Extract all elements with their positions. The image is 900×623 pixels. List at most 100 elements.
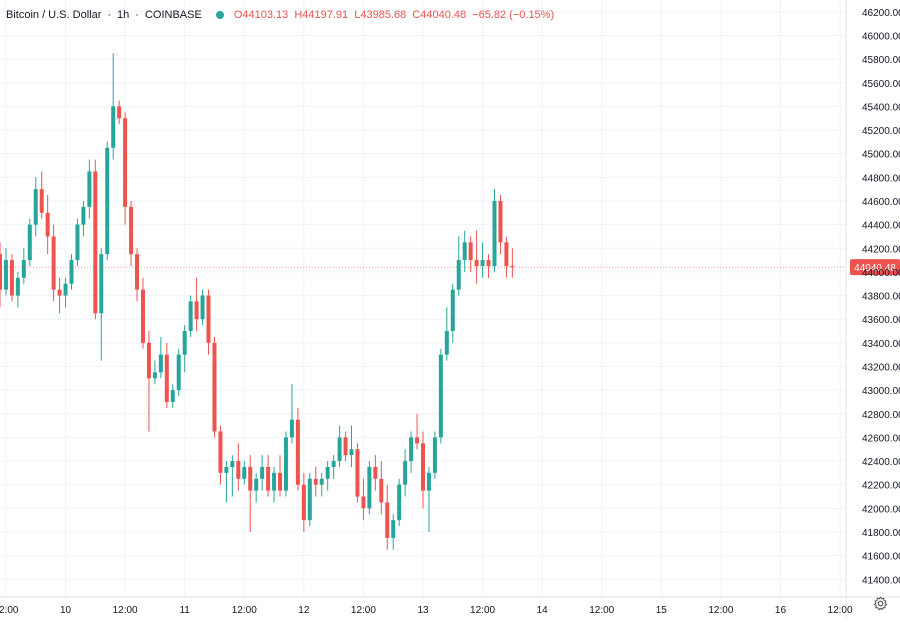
candle-down[interactable] bbox=[218, 425, 223, 485]
candle-down[interactable] bbox=[39, 171, 44, 219]
candle-down[interactable] bbox=[468, 236, 473, 272]
candle-up[interactable] bbox=[283, 431, 288, 497]
candle-body bbox=[9, 260, 14, 296]
candle-down[interactable] bbox=[355, 443, 360, 503]
candle-up[interactable] bbox=[492, 189, 497, 272]
candle-body bbox=[182, 331, 187, 355]
candle-down[interactable] bbox=[206, 289, 211, 355]
candle-up[interactable] bbox=[3, 248, 8, 296]
candle-up[interactable] bbox=[272, 466, 277, 503]
candle-up[interactable] bbox=[99, 248, 104, 361]
candle-down[interactable] bbox=[486, 254, 491, 278]
candle-up[interactable] bbox=[456, 236, 461, 296]
candle-up[interactable] bbox=[438, 348, 443, 444]
candle-up[interactable] bbox=[319, 472, 324, 497]
candle-down[interactable] bbox=[361, 478, 366, 521]
candle-up[interactable] bbox=[367, 461, 372, 515]
candle-up[interactable] bbox=[325, 461, 330, 491]
candle-up[interactable] bbox=[200, 289, 205, 326]
candle-body bbox=[81, 206, 86, 225]
candle-up[interactable] bbox=[21, 248, 26, 284]
candle-down[interactable] bbox=[421, 431, 425, 509]
candle-down[interactable] bbox=[57, 277, 62, 314]
candle-up[interactable] bbox=[289, 384, 294, 444]
candle-down[interactable] bbox=[474, 230, 479, 284]
candle-up[interactable] bbox=[75, 218, 80, 266]
candle-up[interactable] bbox=[409, 431, 414, 473]
candle-up[interactable] bbox=[188, 295, 193, 337]
candle-body bbox=[438, 354, 443, 438]
candle-up[interactable] bbox=[349, 425, 354, 467]
candle-down[interactable] bbox=[415, 413, 420, 450]
candle-down[interactable] bbox=[498, 195, 503, 255]
candle-down[interactable] bbox=[373, 455, 378, 491]
candle-down[interactable] bbox=[45, 195, 50, 255]
candle-up[interactable] bbox=[158, 336, 163, 379]
candle-up[interactable] bbox=[105, 141, 110, 261]
gear-icon[interactable] bbox=[873, 596, 888, 614]
candle-down[interactable] bbox=[146, 331, 151, 432]
candle-down[interactable] bbox=[385, 484, 390, 550]
candle-up[interactable] bbox=[111, 53, 116, 160]
candle-up[interactable] bbox=[403, 449, 408, 497]
candle-up[interactable] bbox=[450, 283, 455, 343]
candle-up[interactable] bbox=[170, 384, 175, 408]
candle-down[interactable] bbox=[248, 455, 253, 532]
candle-down[interactable] bbox=[9, 254, 14, 302]
candle-up[interactable] bbox=[307, 472, 312, 527]
candle-up[interactable] bbox=[391, 514, 396, 550]
candle-up[interactable] bbox=[176, 348, 181, 397]
candle-down[interactable] bbox=[278, 455, 283, 497]
candle-down[interactable] bbox=[295, 407, 300, 491]
candle-down[interactable] bbox=[504, 236, 509, 278]
candle-up[interactable] bbox=[444, 307, 449, 361]
candle-down[interactable] bbox=[140, 277, 145, 349]
candle-up[interactable] bbox=[337, 425, 342, 467]
candle-down[interactable] bbox=[266, 455, 271, 497]
candle-down[interactable] bbox=[117, 100, 122, 125]
candle-up[interactable] bbox=[397, 478, 402, 527]
candle-up[interactable] bbox=[33, 177, 38, 237]
candle-body bbox=[33, 189, 38, 225]
candle-up[interactable] bbox=[27, 218, 32, 266]
candle-up[interactable] bbox=[480, 242, 485, 278]
symbol-name[interactable]: Bitcoin / U.S. Dollar bbox=[6, 9, 102, 21]
candle-up[interactable] bbox=[81, 200, 86, 237]
candle-up[interactable] bbox=[182, 325, 187, 373]
candle-up[interactable] bbox=[224, 461, 229, 503]
candle-down[interactable] bbox=[343, 431, 348, 462]
candle-down[interactable] bbox=[379, 461, 384, 515]
candle-up[interactable] bbox=[331, 455, 336, 479]
candle-up[interactable] bbox=[230, 455, 235, 497]
candle-down[interactable] bbox=[236, 443, 241, 491]
candle-down[interactable] bbox=[51, 224, 56, 302]
candle-down[interactable] bbox=[510, 248, 515, 278]
candle-up[interactable] bbox=[260, 455, 265, 491]
candle-down[interactable] bbox=[164, 342, 169, 408]
candle-body bbox=[27, 224, 32, 261]
candle-down[interactable] bbox=[301, 472, 306, 532]
candle-down[interactable] bbox=[212, 336, 217, 438]
candle-down[interactable] bbox=[129, 200, 134, 266]
candle-down[interactable] bbox=[135, 248, 140, 302]
candle-down[interactable] bbox=[0, 242, 2, 308]
candle-down[interactable] bbox=[93, 159, 98, 320]
candle-up[interactable] bbox=[69, 254, 74, 290]
candle-up[interactable] bbox=[63, 277, 68, 308]
candle-down[interactable] bbox=[313, 466, 318, 497]
candle-up[interactable] bbox=[432, 431, 437, 479]
candle-body bbox=[21, 260, 26, 278]
interval-label[interactable]: 1h bbox=[117, 9, 130, 21]
candle-up[interactable] bbox=[15, 271, 20, 308]
candle-down[interactable] bbox=[194, 277, 199, 332]
candle-up[interactable] bbox=[242, 461, 247, 485]
candle-up[interactable] bbox=[87, 159, 92, 219]
candle-up[interactable] bbox=[426, 466, 431, 532]
candle-down[interactable] bbox=[123, 112, 128, 225]
candle-up[interactable] bbox=[462, 230, 467, 272]
candle-up[interactable] bbox=[254, 472, 259, 503]
candle-up[interactable] bbox=[152, 360, 157, 385]
legend-separator: · bbox=[107, 9, 112, 21]
